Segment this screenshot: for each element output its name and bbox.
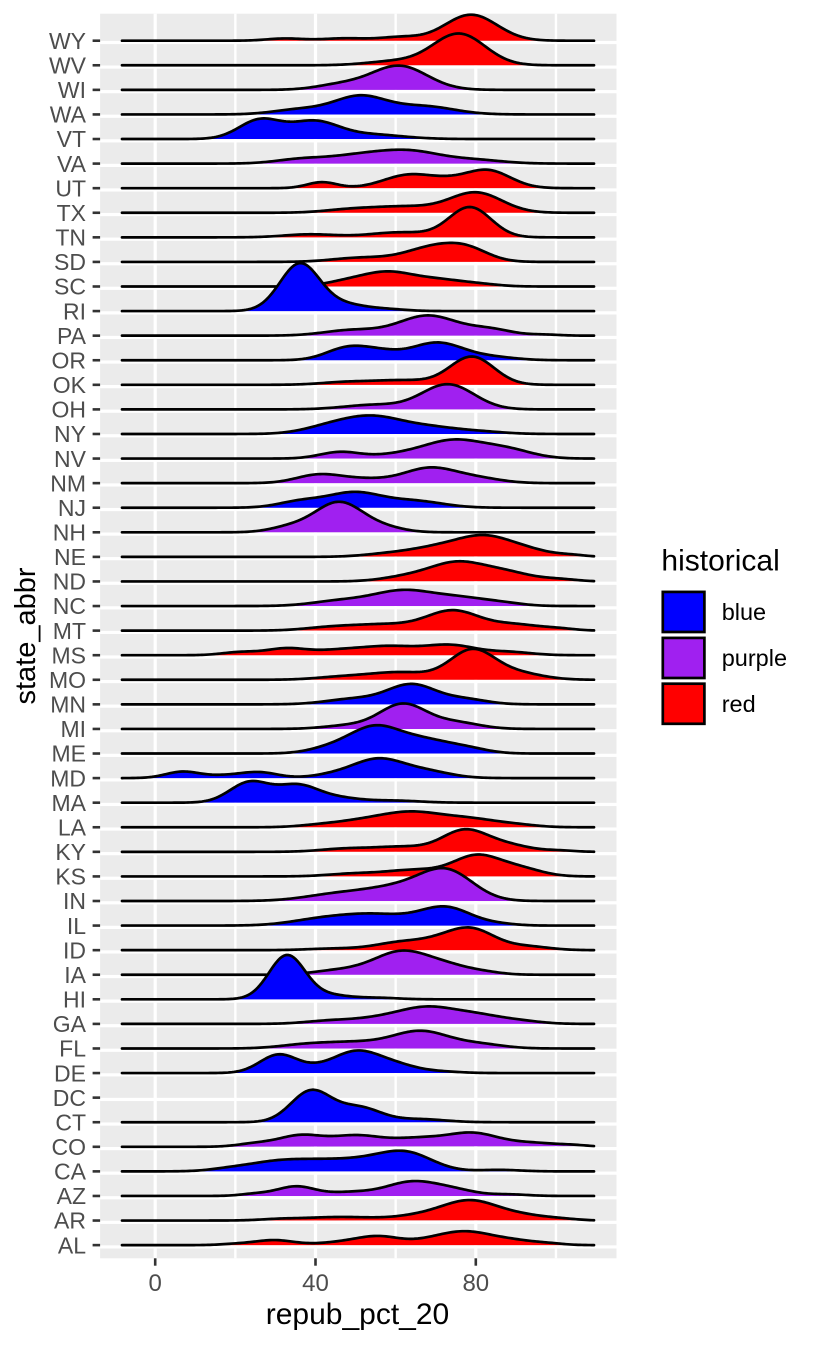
svg-text:IL: IL: [67, 913, 86, 939]
svg-text:VT: VT: [57, 126, 86, 152]
svg-text:TX: TX: [57, 200, 86, 226]
svg-text:MT: MT: [53, 618, 86, 644]
svg-text:red: red: [722, 691, 756, 717]
svg-text:MD: MD: [50, 765, 86, 791]
svg-text:NY: NY: [54, 421, 86, 447]
svg-text:AZ: AZ: [57, 1183, 86, 1209]
svg-text:MO: MO: [49, 667, 86, 693]
svg-text:0: 0: [149, 1270, 162, 1297]
svg-text:AR: AR: [54, 1208, 86, 1234]
svg-text:KS: KS: [55, 864, 86, 890]
svg-text:NV: NV: [54, 446, 87, 472]
svg-text:WI: WI: [58, 77, 86, 103]
svg-text:MN: MN: [50, 692, 86, 718]
svg-text:ID: ID: [63, 937, 86, 963]
svg-text:DC: DC: [53, 1085, 86, 1111]
svg-text:MS: MS: [52, 642, 87, 668]
svg-text:AL: AL: [58, 1232, 86, 1258]
svg-text:OH: OH: [52, 397, 87, 423]
svg-text:LA: LA: [58, 814, 87, 840]
svg-text:CT: CT: [55, 1109, 86, 1135]
svg-text:80: 80: [462, 1270, 489, 1297]
svg-text:NE: NE: [54, 544, 86, 570]
svg-text:state_abbr: state_abbr: [10, 567, 42, 704]
svg-text:SD: SD: [54, 249, 86, 275]
svg-text:IN: IN: [63, 888, 86, 914]
svg-text:GA: GA: [53, 1011, 87, 1037]
svg-text:NC: NC: [53, 593, 86, 619]
svg-text:TN: TN: [55, 225, 86, 251]
svg-text:blue: blue: [722, 599, 766, 625]
svg-text:SC: SC: [54, 274, 86, 300]
svg-text:WY: WY: [49, 28, 86, 54]
svg-text:OK: OK: [53, 372, 87, 398]
svg-text:RI: RI: [63, 298, 86, 324]
svg-text:historical: historical: [661, 545, 779, 578]
svg-text:VA: VA: [57, 151, 87, 177]
svg-text:MI: MI: [60, 716, 86, 742]
svg-text:WV: WV: [49, 52, 87, 78]
svg-text:OR: OR: [52, 347, 87, 373]
svg-text:ND: ND: [53, 569, 86, 595]
svg-text:MA: MA: [52, 790, 87, 816]
svg-text:UT: UT: [55, 175, 86, 201]
svg-text:40: 40: [302, 1270, 329, 1297]
svg-text:KY: KY: [55, 839, 86, 865]
svg-text:HI: HI: [63, 987, 86, 1013]
svg-text:purple: purple: [722, 645, 787, 671]
svg-text:PA: PA: [57, 323, 87, 349]
svg-text:NM: NM: [50, 470, 86, 496]
svg-text:IA: IA: [64, 962, 86, 988]
svg-text:ME: ME: [52, 741, 87, 767]
svg-text:WA: WA: [50, 102, 87, 128]
svg-text:DE: DE: [54, 1060, 86, 1086]
svg-text:repub_pct_20: repub_pct_20: [266, 1298, 450, 1331]
svg-text:NH: NH: [53, 520, 86, 546]
svg-text:CO: CO: [52, 1134, 87, 1160]
svg-text:NJ: NJ: [58, 495, 86, 521]
svg-text:FL: FL: [59, 1036, 86, 1062]
svg-text:CA: CA: [54, 1159, 87, 1185]
